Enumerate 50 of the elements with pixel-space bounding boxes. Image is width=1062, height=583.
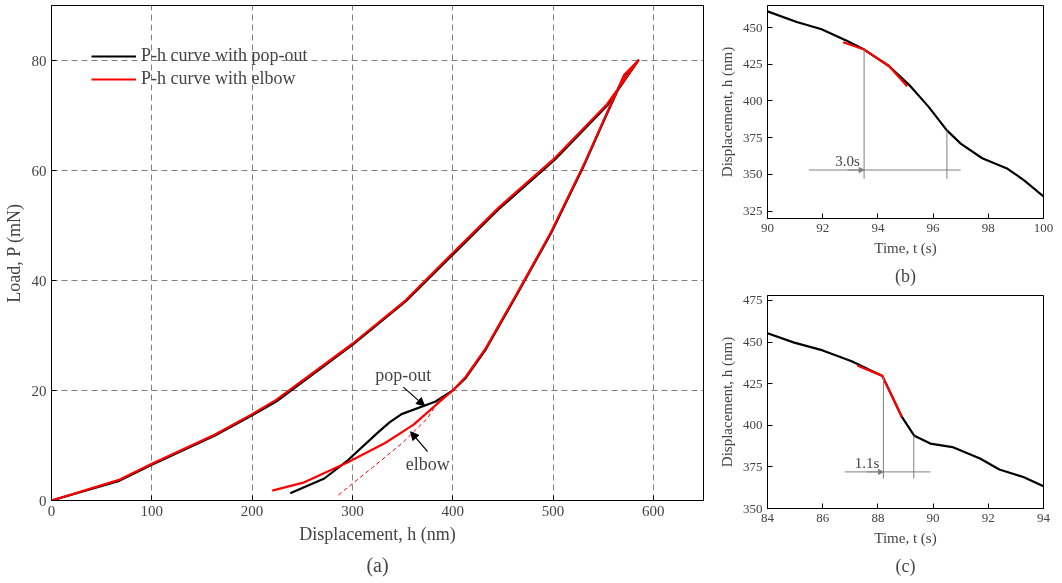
y-axis-title: Load, P (mN) <box>3 203 25 303</box>
x-tick-label: 94 <box>1037 509 1051 525</box>
x-tick-label: 96 <box>926 219 941 235</box>
y-tick-label: 375 <box>743 458 763 474</box>
y-tick-label: 450 <box>743 334 763 350</box>
x-tick-label: 92 <box>816 219 830 235</box>
y-tick-label: 375 <box>743 129 763 145</box>
line-series <box>842 41 909 88</box>
text: (b) <box>895 265 917 287</box>
y-tick-label: 350 <box>743 500 763 516</box>
x-tick-label: 500 <box>541 502 565 519</box>
y-axis-title: Displacement, h (nm) <box>719 46 736 178</box>
y-tick-label: 60 <box>31 162 47 179</box>
y-tick-label: 40 <box>31 272 47 289</box>
x-tick-label: 200 <box>240 502 264 519</box>
x-tick-label: 100 <box>1033 219 1054 235</box>
y-tick-label: 20 <box>31 382 47 399</box>
y-tick-label: 400 <box>743 417 763 433</box>
legend-label: P-h curve with elbow <box>141 68 296 89</box>
x-axis-title: Displacement, h (nm) <box>299 523 456 545</box>
x-axis-title: Time, t (s) <box>874 529 937 547</box>
text: (a) <box>366 553 389 577</box>
y-axis-title: Displacement, h (nm) <box>719 336 736 468</box>
annotation: 1.1s <box>854 454 880 471</box>
y-tick-label: 425 <box>743 375 763 391</box>
x-tick-label: 86 <box>816 509 830 525</box>
x-tick-label: 94 <box>871 219 885 235</box>
y-tick-label: 350 <box>743 166 763 182</box>
annotation: pop-out <box>375 365 432 386</box>
x-tick-label: 88 <box>871 509 885 525</box>
y-tick-label: 425 <box>743 56 763 72</box>
legend-label: P-h curve with pop-out <box>141 45 308 66</box>
text: (c) <box>895 555 916 577</box>
x-tick-label: 90 <box>761 219 774 235</box>
y-tick-label: 475 <box>743 292 763 308</box>
y-tick-label: 400 <box>743 92 763 108</box>
x-tick-label: 84 <box>761 509 775 525</box>
y-tick-label: 325 <box>743 203 763 219</box>
x-tick-label: 100 <box>140 502 164 519</box>
y-tick-label: 450 <box>743 19 763 35</box>
x-axis-title: Time, t (s) <box>874 239 937 257</box>
y-tick-label: 80 <box>31 52 47 69</box>
x-tick-label: 90 <box>926 509 940 525</box>
x-tick-label: 92 <box>981 509 995 525</box>
x-tick-label: 300 <box>341 502 364 519</box>
annotation: elbow <box>405 453 450 474</box>
x-tick-label: 600 <box>642 502 665 519</box>
annotation: 3.0s <box>835 153 861 170</box>
x-tick-label: 400 <box>441 502 464 519</box>
x-tick-label: 98 <box>981 219 995 235</box>
